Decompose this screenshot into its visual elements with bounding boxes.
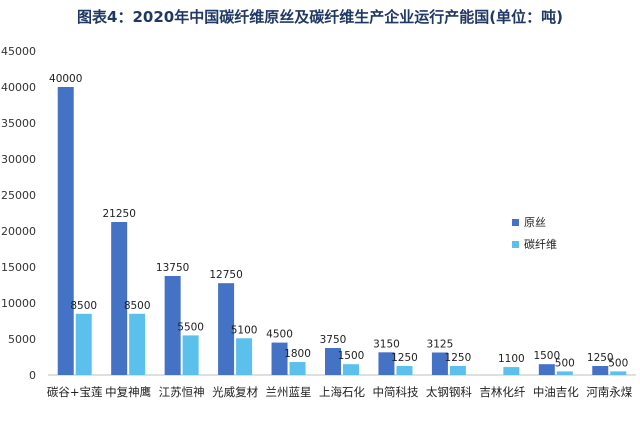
bar-yuansi <box>592 366 609 375</box>
data-label: 1250 <box>391 352 418 364</box>
data-label: 1250 <box>445 352 472 364</box>
bar-tanxianwei <box>396 366 413 375</box>
bar-tanxianwei <box>503 367 520 375</box>
data-label: 1250 <box>587 352 614 364</box>
category-label: 光威复材 <box>212 385 258 399</box>
category-label: 碳谷+宝莲 <box>47 385 103 399</box>
data-label: 1100 <box>498 353 525 365</box>
bar-tanxianwei <box>556 371 573 375</box>
y-tick-label: 45000 <box>1 45 36 58</box>
data-label: 1500 <box>533 350 560 362</box>
legend-swatch <box>512 219 519 226</box>
category-label: 太钢钢科 <box>426 385 472 399</box>
y-tick-label: 35000 <box>1 117 36 130</box>
category-label: 中简科技 <box>372 385 418 399</box>
data-label: 5500 <box>177 321 204 333</box>
data-label: 13750 <box>156 262 189 274</box>
bar-yuansi <box>111 222 128 375</box>
y-tick-label: 10000 <box>1 297 36 310</box>
bar-tanxianwei <box>449 366 466 375</box>
data-label: 8500 <box>124 300 151 312</box>
bar-yuansi <box>325 348 341 375</box>
bar-yuansi <box>271 342 288 375</box>
data-label: 500 <box>608 357 628 369</box>
data-label: 21250 <box>102 208 135 220</box>
category-label: 中油吉化 <box>533 385 579 399</box>
y-tick-label: 25000 <box>1 189 36 202</box>
data-label: 3125 <box>427 339 454 351</box>
bar-tanxianwei <box>610 371 627 375</box>
data-label: 3750 <box>320 334 347 346</box>
data-label: 8500 <box>70 300 97 312</box>
chart-title: 图表4：2020年中国碳纤维原丝及碳纤维生产企业运行产能国(单位：吨) <box>77 8 563 26</box>
bar-yuansi <box>378 352 395 375</box>
category-label: 上海石化 <box>319 385 365 399</box>
bar-yuansi <box>164 276 181 375</box>
data-label: 1500 <box>338 350 365 362</box>
legend-label: 原丝 <box>524 216 546 229</box>
y-tick-label: 20000 <box>1 225 36 238</box>
y-tick-label: 0 <box>29 369 36 382</box>
bar-tanxianwei <box>289 362 306 375</box>
y-tick-label: 30000 <box>1 153 36 166</box>
category-label: 吉林化纤 <box>479 385 525 399</box>
bar-tanxianwei <box>129 313 146 375</box>
data-label: 1800 <box>284 348 311 360</box>
bar-tanxianwei <box>236 338 253 375</box>
data-label: 5100 <box>231 324 258 336</box>
data-label: 40000 <box>49 73 82 85</box>
bar-yuansi <box>538 364 555 375</box>
bar-tanxianwei <box>75 313 92 375</box>
bar-yuansi <box>218 283 235 375</box>
bar-yuansi <box>431 352 448 375</box>
data-label: 12750 <box>209 269 242 281</box>
y-tick-label: 40000 <box>1 81 36 94</box>
data-label: 500 <box>555 357 575 369</box>
category-label: 兰州蓝星 <box>266 385 312 399</box>
legend-label: 碳纤维 <box>524 237 557 251</box>
bar-tanxianwei <box>182 335 199 375</box>
bar-yuansi <box>57 87 74 375</box>
data-label: 3150 <box>373 338 400 350</box>
data-label: 4500 <box>266 329 293 341</box>
legend-swatch <box>512 241 519 248</box>
category-label: 中复神鹰 <box>105 385 151 399</box>
category-label: 江苏恒神 <box>159 385 205 399</box>
category-label: 河南永煤 <box>586 385 632 399</box>
y-tick-label: 15000 <box>1 261 36 274</box>
bar-tanxianwei <box>343 364 359 375</box>
y-tick-label: 5000 <box>8 333 36 346</box>
